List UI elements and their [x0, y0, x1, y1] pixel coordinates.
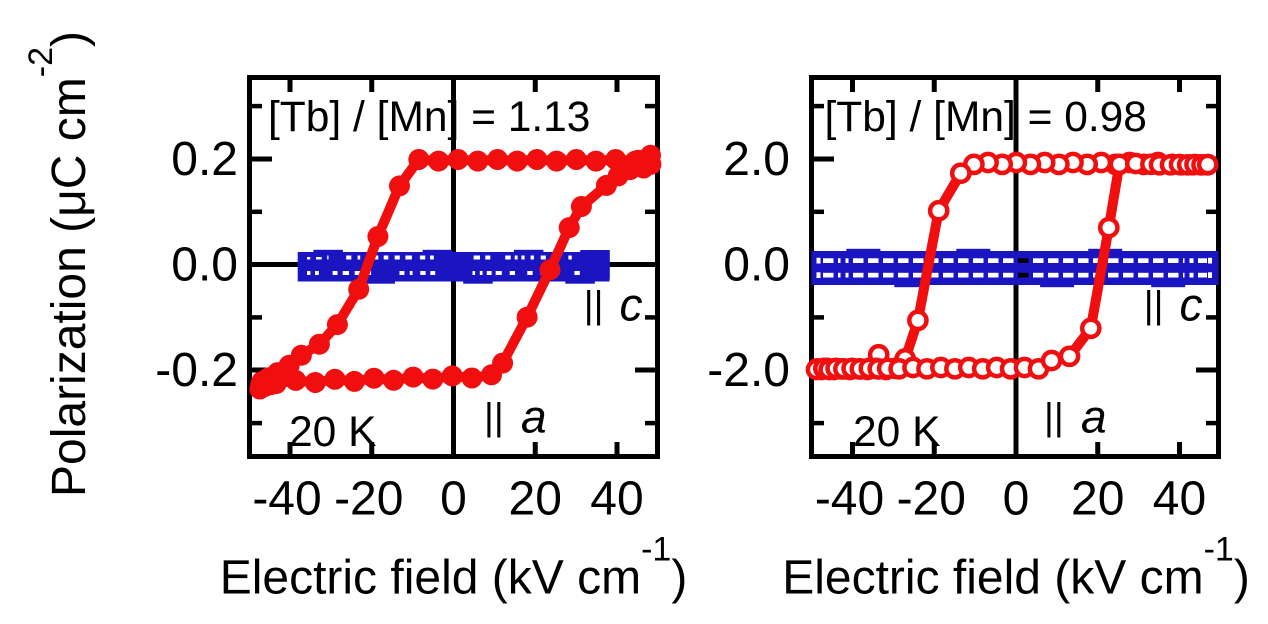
svg-text:20 K: 20 K [853, 409, 940, 456]
svg-text:||: || [584, 285, 604, 327]
svg-text:-0.2: -0.2 [155, 344, 238, 397]
svg-text:[Tb] / [Mn] = 1.13: [Tb] / [Mn] = 1.13 [268, 94, 590, 141]
svg-text:[Tb] / [Mn] = 0.98: [Tb] / [Mn] = 0.98 [825, 94, 1147, 141]
svg-text:-20: -20 [897, 473, 966, 526]
svg-text:0: 0 [1003, 473, 1030, 526]
svg-text:c: c [1180, 278, 1203, 330]
svg-text:||: || [1044, 397, 1064, 439]
svg-text:0: 0 [440, 473, 467, 526]
svg-text:-40: -40 [815, 473, 884, 526]
svg-text:-20: -20 [334, 473, 403, 526]
svg-text:20: 20 [509, 473, 562, 526]
svg-text:||: || [484, 397, 504, 439]
svg-text:2.0: 2.0 [723, 133, 790, 186]
svg-text:a: a [1081, 391, 1107, 443]
svg-text:-2.0: -2.0 [707, 344, 790, 397]
svg-text:-40: -40 [252, 473, 321, 526]
svg-text:40: 40 [590, 473, 643, 526]
svg-text:20 K: 20 K [289, 409, 376, 456]
svg-text:20: 20 [1071, 473, 1124, 526]
svg-text:40: 40 [1153, 473, 1206, 526]
svg-text:||: || [1144, 285, 1164, 327]
svg-text:0.0: 0.0 [171, 239, 238, 292]
svg-text:a: a [521, 391, 547, 443]
svg-text:0.2: 0.2 [171, 133, 238, 186]
svg-text:c: c [620, 278, 643, 330]
svg-text:0.0: 0.0 [723, 239, 790, 292]
